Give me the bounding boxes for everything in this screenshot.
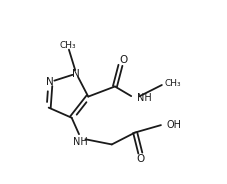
Text: O: O bbox=[118, 55, 127, 65]
Text: CH₃: CH₃ bbox=[163, 79, 180, 88]
Text: OH: OH bbox=[165, 120, 180, 130]
Text: N: N bbox=[46, 77, 53, 87]
Text: O: O bbox=[136, 154, 144, 164]
Text: NH: NH bbox=[136, 93, 151, 102]
Text: N: N bbox=[72, 69, 80, 79]
Text: NH: NH bbox=[72, 137, 87, 147]
Text: CH₃: CH₃ bbox=[59, 41, 76, 50]
